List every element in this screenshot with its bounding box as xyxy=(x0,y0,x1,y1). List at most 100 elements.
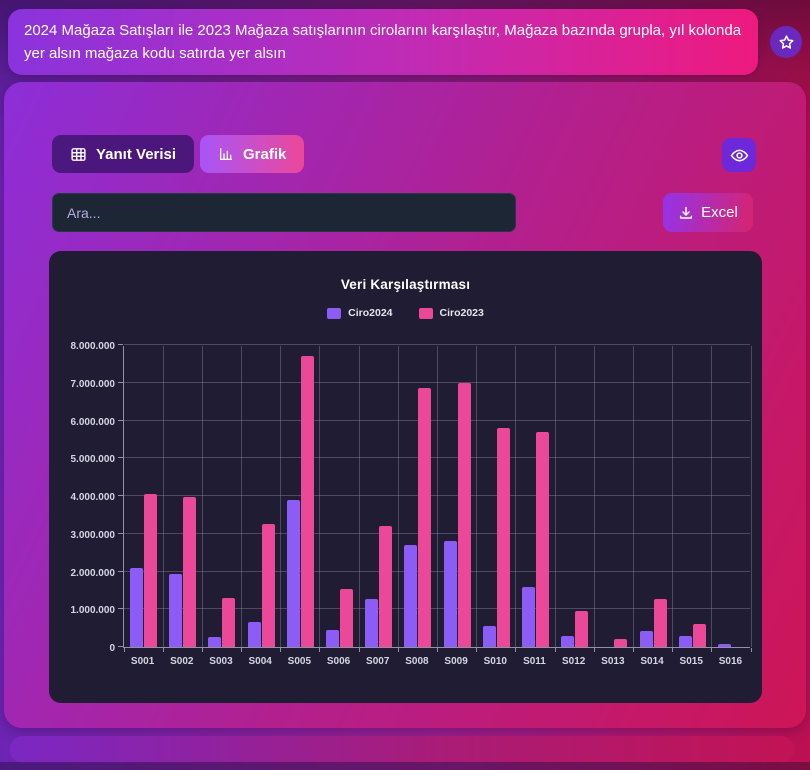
x-axis-label: S004 xyxy=(248,656,272,667)
tab-answer-data[interactable]: Yanıt Verisi xyxy=(52,135,195,173)
x-axis-label: S007 xyxy=(366,656,390,667)
bar-ciro2023-s001 xyxy=(144,494,158,647)
prompt-text: 2024 Mağaza Satışları ile 2023 Mağaza sa… xyxy=(24,22,742,62)
bar-ciro2023-s006 xyxy=(340,588,354,647)
y-axis-label: 6.000.000 xyxy=(70,416,116,428)
x-axis-label: S006 xyxy=(326,656,351,667)
bar-ciro2024-s006 xyxy=(326,630,340,647)
v-gridline xyxy=(319,346,321,647)
x-tick xyxy=(476,648,478,652)
bar-ciro2023-s015 xyxy=(692,623,706,647)
y-tick xyxy=(118,381,123,383)
next-bubble-peek xyxy=(10,736,794,763)
v-gridline xyxy=(162,346,164,647)
v-gridline xyxy=(632,346,634,647)
legend-item-ciro2023: Ciro2023 xyxy=(418,307,484,319)
legend-swatch-ciro2024 xyxy=(327,307,342,319)
bar-ciro2024-s008 xyxy=(404,545,418,647)
bar-ciro2023-s012 xyxy=(575,611,589,647)
y-tick xyxy=(118,495,123,496)
y-axis-label: 8.000.000 xyxy=(70,341,116,352)
chart-panel: Veri Karşılaştırması Ciro2024 Ciro2023 0… xyxy=(49,251,762,703)
bar-ciro2024-s007 xyxy=(365,599,379,647)
h-gridline xyxy=(124,344,750,345)
x-axis-label: S002 xyxy=(170,656,194,667)
tab-answer-data-label: Yanıt Verisi xyxy=(96,145,177,163)
x-axis-label: S016 xyxy=(718,656,743,667)
x-axis-label: S012 xyxy=(561,656,586,667)
bar-ciro2024-s016 xyxy=(717,644,731,647)
v-gridline xyxy=(437,346,438,647)
excel-button-label: Excel xyxy=(701,204,738,221)
bar-ciro2023-s008 xyxy=(418,388,432,647)
x-axis-label: S009 xyxy=(444,656,468,667)
bar-ciro2024-s012 xyxy=(561,635,575,647)
x-axis-label: S015 xyxy=(679,656,703,667)
x-tick xyxy=(593,648,595,652)
bar-chart-icon xyxy=(218,146,234,162)
y-axis-label: 4.000.000 xyxy=(70,492,116,503)
bar-ciro2024-s011 xyxy=(521,586,535,647)
x-tick xyxy=(515,648,517,652)
v-gridline xyxy=(711,346,713,647)
legend-item-ciro2024: Ciro2024 xyxy=(327,307,393,319)
bottom-edge-shade xyxy=(0,762,810,770)
chart-plot-area xyxy=(118,344,752,652)
v-gridline xyxy=(593,346,595,647)
excel-export-button[interactable]: Excel xyxy=(663,193,753,232)
x-axis-label: S013 xyxy=(601,656,625,667)
table-grid-icon xyxy=(70,146,87,163)
bar-ciro2024-s015 xyxy=(678,636,692,647)
y-tick xyxy=(118,457,123,459)
h-gridline xyxy=(124,495,750,496)
y-tick xyxy=(118,570,123,572)
tab-chart-label: Grafik xyxy=(243,145,287,163)
x-tick xyxy=(241,648,243,652)
legend-label-ciro2024: Ciro2024 xyxy=(348,307,393,319)
search-input[interactable] xyxy=(52,193,516,232)
bar-ciro2023-s003 xyxy=(222,597,236,647)
eye-icon xyxy=(730,146,749,165)
v-gridline xyxy=(397,346,399,647)
y-tick xyxy=(118,646,123,647)
x-tick xyxy=(750,648,752,652)
x-tick xyxy=(162,648,164,652)
x-tick xyxy=(554,648,556,652)
bar-ciro2024-s004 xyxy=(247,622,261,647)
y-tick xyxy=(118,532,123,534)
h-gridline xyxy=(124,532,750,534)
y-axis-label: 1.000.000 xyxy=(70,605,116,617)
tab-chart[interactable]: Grafik xyxy=(200,135,305,173)
bar-ciro2023-s014 xyxy=(653,598,667,647)
y-axis-label: 7.000.000 xyxy=(70,378,116,390)
bar-ciro2024-s003 xyxy=(208,636,222,647)
result-card: Yanıt Verisi Grafik Excel xyxy=(4,82,806,728)
x-tick xyxy=(437,648,438,652)
v-gridline xyxy=(515,346,517,647)
v-gridline xyxy=(280,346,282,647)
chart-legend: Ciro2024 Ciro2023 xyxy=(49,307,762,319)
bar-ciro2023-s010 xyxy=(496,428,510,647)
bar-ciro2023-s011 xyxy=(535,431,549,647)
x-axis-label: S003 xyxy=(209,656,233,667)
legend-swatch-ciro2023 xyxy=(418,307,433,319)
x-tick xyxy=(632,648,634,652)
h-gridline xyxy=(124,381,750,383)
y-tick xyxy=(118,608,123,610)
x-tick xyxy=(280,648,282,652)
y-tick xyxy=(118,419,123,421)
v-gridline xyxy=(358,346,360,647)
x-tick xyxy=(123,648,125,652)
x-tick xyxy=(711,648,713,652)
x-axis-label: S008 xyxy=(405,656,429,667)
x-axis-label: S010 xyxy=(483,656,507,667)
visibility-button[interactable] xyxy=(722,138,756,172)
v-gridline xyxy=(750,346,752,647)
bar-ciro2024-s001 xyxy=(130,567,144,647)
favorite-button[interactable] xyxy=(770,26,802,58)
h-gridline xyxy=(124,608,750,610)
bar-ciro2023-s007 xyxy=(379,526,393,647)
bar-ciro2023-s002 xyxy=(183,497,197,647)
y-tick xyxy=(118,344,123,345)
x-tick xyxy=(319,648,321,652)
